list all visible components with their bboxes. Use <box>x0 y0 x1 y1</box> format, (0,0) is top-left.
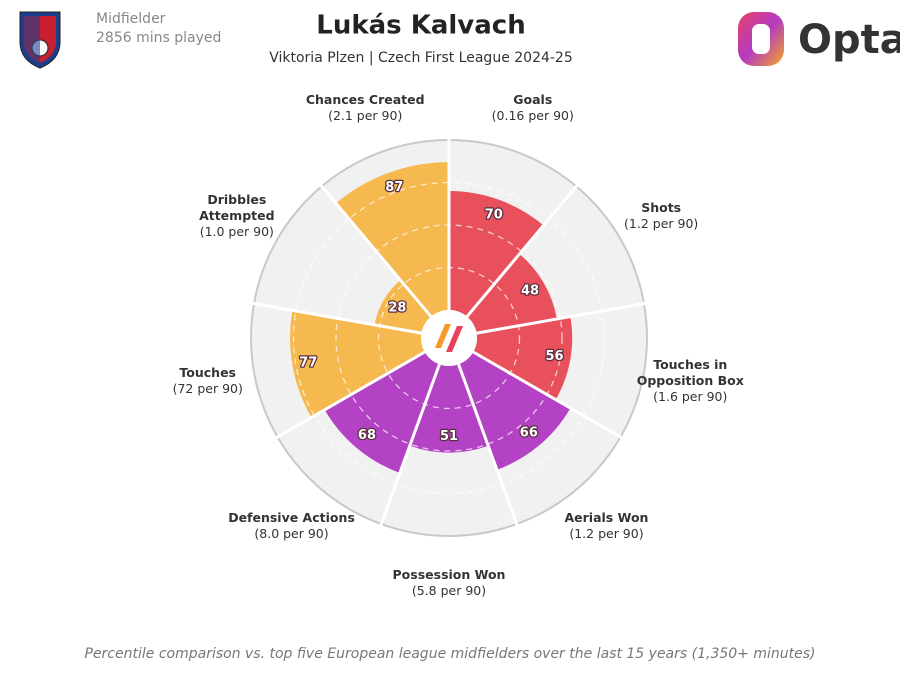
category-stat: (1.2 per 90) <box>569 525 644 541</box>
slice <box>473 316 573 400</box>
axis-label: Possession Won (5.8 per 90) <box>369 567 529 599</box>
slice-divider <box>457 363 522 534</box>
category-name: Chances Created <box>305 91 425 107</box>
value-label: 66 <box>520 426 538 441</box>
category-stat: (72 per 90) <box>172 380 243 396</box>
category-name: Possession Won <box>392 567 506 582</box>
category-stat: (5.8 per 90) <box>411 583 487 598</box>
opta-logo: Opta <box>738 12 900 66</box>
slice <box>335 162 449 317</box>
category-name: Touches in Opposition Box <box>636 356 744 388</box>
slice-divider <box>314 177 433 318</box>
value-label: 70 <box>485 207 503 222</box>
category-stat: (0.16 per 90) <box>491 107 574 123</box>
chart-subtitle: Viktoria Plzen | Czech First League 2024… <box>269 50 573 66</box>
slice-divider <box>268 350 426 444</box>
category-name: Aerials Won <box>564 509 649 525</box>
category-name: Defensive Actions <box>228 509 355 525</box>
center-mark <box>435 324 451 348</box>
category-name: Goals <box>513 91 553 107</box>
slice <box>449 191 544 317</box>
slice-divider <box>243 300 422 335</box>
axis-label: Touches in Opposition Box (1.6 per 90) <box>635 357 745 405</box>
category-stat: (1.0 per 90) <box>199 223 274 239</box>
slice-divider <box>465 177 584 318</box>
slice <box>290 310 425 418</box>
slice-divider <box>376 363 441 534</box>
grid-circle <box>292 181 606 495</box>
position: Midfielder <box>96 11 166 27</box>
value-label: 77 <box>299 355 317 370</box>
club-crest <box>19 11 61 69</box>
category-stat: (1.6 per 90) <box>653 388 728 404</box>
slice <box>374 280 432 334</box>
center-badge <box>421 310 477 366</box>
chart-title: Lukás Kalvach <box>316 11 525 41</box>
value-label: 51 <box>440 429 458 444</box>
category-name: Touches <box>179 364 237 380</box>
axis-label: Defensive Actions (8.0 per 90) <box>212 510 372 542</box>
brand: Opta <box>798 17 900 63</box>
slice-divider <box>472 350 630 444</box>
slice <box>466 254 557 334</box>
value-label: 28 <box>388 301 406 316</box>
value-label: 56 <box>546 349 564 364</box>
category-stat: (8.0 per 90) <box>254 525 329 541</box>
category-stat: (2.1 per 90) <box>328 107 403 123</box>
slice-divider <box>476 300 655 335</box>
axis-label: Shots (1.2 per 90) <box>581 200 741 232</box>
axis-label: Dribbles Attempted (1.0 per 90) <box>192 192 282 240</box>
category-name: Shots <box>641 199 682 215</box>
axis-label: Chances Created (2.1 per 90) <box>285 92 445 124</box>
axis-label: Aerials Won (1.2 per 90) <box>526 510 686 542</box>
value-label: 87 <box>385 180 403 195</box>
value-label: 68 <box>358 428 376 443</box>
minutes: 2856 mins played <box>96 30 222 46</box>
category-stat: (1.2 per 90) <box>624 215 699 231</box>
axis-label: Goals (0.16 per 90) <box>453 92 613 124</box>
value-label: 48 <box>521 284 539 299</box>
category-name: Dribbles Attempted <box>199 191 275 223</box>
center-mark <box>446 326 463 352</box>
footnote: Percentile comparison vs. top five Europ… <box>85 646 816 662</box>
axis-label: Touches (72 per 90) <box>128 365 288 397</box>
